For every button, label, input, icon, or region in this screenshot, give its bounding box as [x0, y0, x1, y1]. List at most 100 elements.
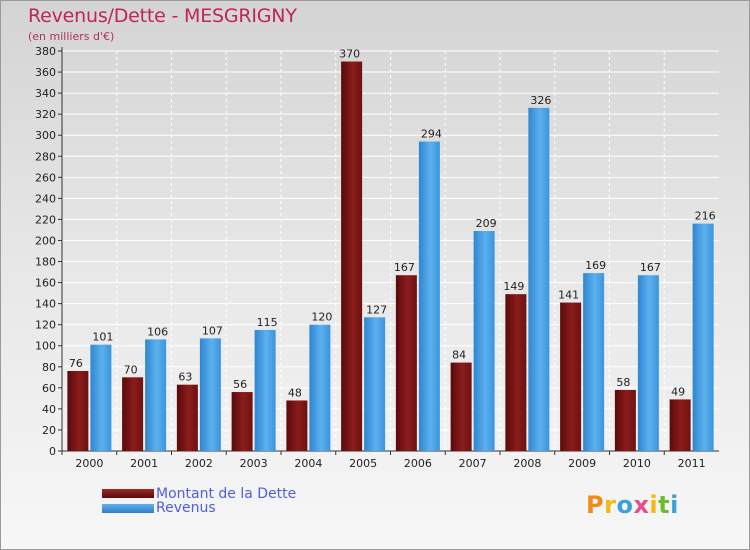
- y-tick-label-280: 280: [35, 150, 56, 163]
- x-tick-label-2002: 2002: [185, 457, 213, 470]
- legend-label-revenus: Revenus: [156, 500, 216, 516]
- bar-debt-2009: [560, 302, 582, 451]
- chart-subtitle: (en milliers d'€): [28, 30, 115, 43]
- data-label-revenus-2001: 106: [147, 325, 168, 338]
- y-tick-label-100: 100: [35, 340, 56, 353]
- bar-revenus-2008: [528, 107, 550, 451]
- logo-letter: P: [586, 491, 605, 519]
- x-tick-label-2004: 2004: [294, 457, 322, 470]
- bar-revenus-2009: [583, 273, 605, 451]
- y-tick-label-380: 380: [35, 45, 56, 58]
- bar-debt-2006: [395, 275, 417, 451]
- data-label-revenus-2002: 107: [202, 324, 223, 337]
- bar-debt-2007: [450, 362, 472, 451]
- data-label-revenus-2009: 169: [585, 259, 606, 272]
- x-tick-label-2009: 2009: [568, 457, 596, 470]
- data-label-debt-2002: 63: [178, 371, 192, 384]
- data-label-debt-2000: 76: [69, 357, 83, 370]
- bar-debt-2004: [286, 400, 308, 451]
- grid-lines: [62, 50, 719, 452]
- y-tick-label-40: 40: [42, 403, 56, 416]
- data-label-revenus-2000: 101: [92, 331, 113, 344]
- bar-revenus-2001: [145, 339, 167, 451]
- y-tick-label-160: 160: [35, 277, 56, 290]
- logo-letter: i: [649, 491, 659, 519]
- legend-label-debt: Montant de la Dette: [156, 486, 297, 502]
- bar-revenus-2004: [309, 324, 331, 451]
- bar-revenus-2005: [364, 317, 386, 451]
- axes: 0 20 40 60 80 100 120 140 160 180 200 220 240 260 280 3…: [35, 45, 719, 470]
- data-label-debt-2001: 70: [124, 363, 138, 376]
- bar-debt-2002: [176, 384, 198, 451]
- y-tick-label-60: 60: [42, 382, 56, 395]
- x-tick-label-2010: 2010: [623, 457, 651, 470]
- data-label-debt-2006: 167: [394, 261, 415, 274]
- bar-debt-2008: [505, 294, 527, 451]
- y-tick-label-240: 240: [35, 192, 56, 205]
- data-label-revenus-2011: 216: [695, 210, 716, 223]
- bar-revenus-2002: [199, 338, 221, 451]
- data-label-revenus-2005: 127: [366, 303, 387, 316]
- y-tick-label-300: 300: [35, 129, 56, 142]
- bar-debt-2001: [122, 377, 144, 451]
- bar-debt-2000: [67, 371, 89, 451]
- x-tick-label-2007: 2007: [459, 457, 487, 470]
- data-label-revenus-2004: 120: [311, 311, 332, 324]
- bar-revenus-2010: [637, 275, 659, 451]
- bars: [67, 61, 714, 452]
- bar-debt-2005: [341, 61, 363, 452]
- logo-letter: o: [616, 491, 634, 519]
- bar-revenus-2003: [254, 329, 276, 451]
- y-tick-label-320: 320: [35, 108, 56, 121]
- bar-revenus-2006: [418, 141, 440, 452]
- data-label-debt-2009: 141: [558, 289, 579, 302]
- x-tick-label-2003: 2003: [240, 457, 268, 470]
- data-labels: 76 101 70 106 63 107 56 115 48 120 370 127 167 294 84 2…: [69, 48, 716, 400]
- x-tick-label-2008: 2008: [513, 457, 541, 470]
- data-label-revenus-2008: 326: [530, 94, 551, 107]
- data-label-debt-2008: 149: [503, 280, 524, 293]
- y-tick-label-340: 340: [35, 87, 56, 100]
- data-label-debt-2004: 48: [288, 386, 302, 399]
- x-tick-label-2006: 2006: [404, 457, 432, 470]
- x-tick-label-2001: 2001: [130, 457, 158, 470]
- data-label-debt-2003: 56: [233, 378, 247, 391]
- data-label-debt-2007: 84: [452, 349, 466, 362]
- bar-debt-2003: [231, 392, 253, 451]
- logo-letter: r: [604, 491, 617, 519]
- x-tick-label-2011: 2011: [678, 457, 706, 470]
- logo-letter: t: [658, 491, 671, 519]
- bar-revenus-2007: [473, 231, 495, 451]
- y-tick-label-360: 360: [35, 66, 56, 79]
- proxiti-logo: Proxiti: [586, 491, 679, 519]
- data-label-debt-2010: 58: [616, 376, 630, 389]
- logo-letter: x: [633, 491, 650, 519]
- data-label-debt-2005: 370: [339, 48, 360, 61]
- bar-debt-2011: [669, 399, 691, 451]
- data-label-revenus-2007: 209: [476, 217, 497, 230]
- bar-revenus-2000: [90, 344, 112, 451]
- y-tick-label-200: 200: [35, 234, 56, 247]
- logo-letter: i: [670, 491, 679, 519]
- legend-swatch-revenus: [102, 504, 154, 513]
- x-tick-label-2000: 2000: [75, 457, 103, 470]
- y-tick-label-180: 180: [35, 256, 56, 269]
- data-label-debt-2011: 49: [671, 385, 685, 398]
- y-tick-label-120: 120: [35, 319, 56, 332]
- y-tick-label-140: 140: [35, 298, 56, 311]
- y-tick-label-20: 20: [42, 424, 56, 437]
- bar-debt-2010: [614, 389, 636, 451]
- y-tick-label-220: 220: [35, 213, 56, 226]
- y-tick-label-80: 80: [42, 361, 56, 374]
- legend-swatch-debt: [102, 489, 154, 498]
- y-tick-label-0: 0: [49, 445, 56, 458]
- data-label-revenus-2006: 294: [421, 128, 442, 141]
- chart-title: Revenus/Dette - MESGRIGNY: [28, 5, 297, 27]
- data-label-revenus-2003: 115: [257, 316, 278, 329]
- bar-revenus-2011: [692, 223, 714, 451]
- data-label-revenus-2010: 167: [640, 261, 661, 274]
- x-tick-label-2005: 2005: [349, 457, 377, 470]
- y-tick-label-260: 260: [35, 171, 56, 184]
